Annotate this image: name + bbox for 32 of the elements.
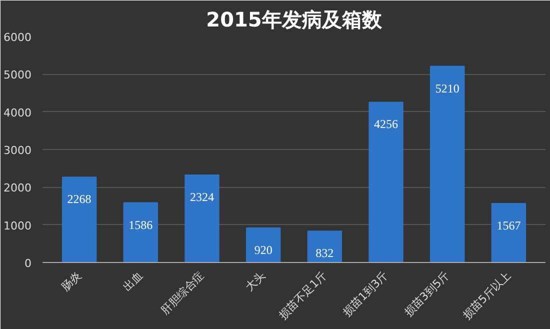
data-label: 2324 (190, 190, 214, 204)
y-tick-label: 3000 (4, 144, 32, 157)
data-label: 832 (316, 246, 334, 260)
y-tick-label: 6000 (4, 31, 32, 44)
data-label: 1586 (128, 218, 153, 232)
y-tick-label: 2000 (4, 182, 32, 195)
x-tick-label: 损苗5斤以上 (460, 268, 514, 322)
x-tick-label: 出血 (120, 268, 146, 294)
data-label: 1567 (496, 218, 521, 232)
bar (430, 66, 465, 262)
data-label: 4256 (374, 117, 398, 132)
data-label: 2268 (67, 192, 92, 206)
x-tick-label: 损苗1到3斤 (340, 268, 391, 320)
bar (368, 102, 404, 262)
y-tick-label: 4000 (4, 106, 32, 120)
bar (123, 202, 158, 262)
x-tick-label: 损苗不足1斤 (276, 268, 330, 322)
y-tick-label: 1000 (4, 219, 32, 232)
data-label: 5210 (435, 81, 460, 96)
bar (246, 227, 281, 262)
y-tick-label: 0 (24, 257, 32, 270)
bar (491, 202, 526, 262)
x-tick-label: 肠炎 (59, 268, 84, 294)
bar (62, 176, 97, 262)
chart-title: 2015年发病及箱数 (206, 8, 383, 32)
bar (184, 174, 220, 262)
x-tick-label: 损苗3到5斤 (402, 268, 452, 320)
y-tick-label: 5000 (4, 68, 32, 82)
bar (307, 230, 342, 262)
data-label: 920 (254, 242, 272, 257)
x-tick-label: 大头 (243, 268, 268, 294)
x-tick-label: 肝胆综合症 (158, 268, 207, 317)
